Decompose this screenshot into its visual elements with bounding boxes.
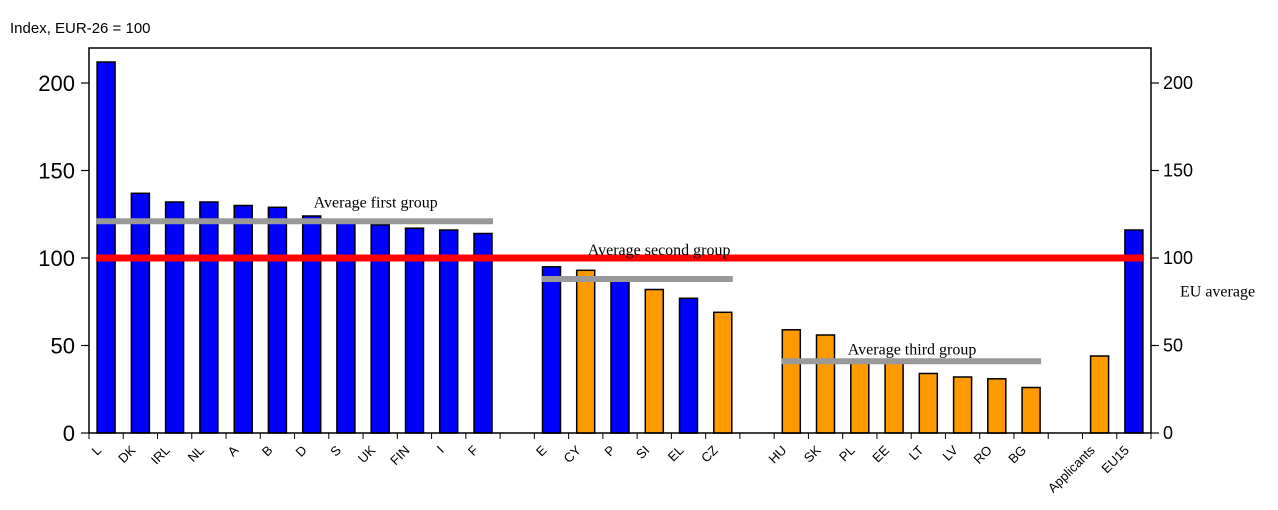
left-ytick-label: 150	[38, 159, 75, 184]
bar-lv	[952, 376, 973, 434]
xtick-label-d: D	[293, 443, 310, 460]
bar-lt	[918, 372, 939, 434]
annotations-layer: Average first group Average second group A…	[314, 194, 1255, 358]
bar-cy	[575, 269, 596, 434]
bar-applicants	[1089, 355, 1110, 434]
annotation-average-first-group: Average first group	[314, 194, 438, 211]
xtick-label-f: F	[465, 442, 481, 458]
bar-sk	[815, 334, 836, 434]
bar-si	[644, 288, 665, 434]
xtick-label-el: EL	[665, 443, 687, 465]
xtick-label-lv: LV	[940, 442, 961, 463]
xtick-label-p: P	[601, 443, 618, 460]
bar-d	[301, 215, 322, 434]
right-ytick-label: 150	[1163, 161, 1193, 181]
xtick-label-s: S	[327, 442, 344, 459]
plot-frame	[88, 47, 1152, 434]
bar-dk	[130, 192, 151, 434]
bar-f	[473, 232, 493, 434]
right-ytick-label: 100	[1163, 248, 1193, 268]
xtick-label-a: A	[225, 442, 242, 459]
annotation-average-second-group: Average second group	[588, 242, 731, 259]
xtick-label-e: E	[533, 442, 550, 459]
xtick-label-dk: DK	[115, 442, 139, 466]
xtick-label-ee: EE	[869, 442, 892, 465]
bar-hu	[781, 329, 802, 434]
bar-a	[233, 204, 253, 434]
xtick-label-lt: LT	[906, 442, 927, 463]
xtick-label-i: I	[434, 443, 447, 456]
left-ytick-label: 100	[38, 246, 75, 271]
xtick-label-cy: CY	[560, 442, 584, 466]
right-ytick-label: 0	[1163, 423, 1173, 443]
bar-nl	[199, 201, 219, 434]
xtick-label-eu15: EU15	[1098, 443, 1132, 477]
bar-b	[267, 206, 288, 434]
xtick-label-ro: RO	[971, 443, 995, 467]
xtick-label-uk: UK	[355, 442, 379, 466]
xtick-label-irl: IRL	[148, 443, 173, 468]
bar-p	[610, 280, 630, 434]
bar-ro	[987, 378, 1007, 434]
xtick-label-bg: BG	[1005, 443, 1029, 467]
bar-irl	[164, 201, 185, 434]
right-ytick-label: 200	[1163, 73, 1193, 93]
bar-ee	[884, 362, 904, 434]
annotation-eu-average: EU average	[1180, 284, 1255, 301]
y-axis-unit-label: Index, EUR-26 = 100	[10, 20, 151, 37]
xtick-label-nl: NL	[185, 443, 207, 465]
right-ytick-label: 50	[1163, 336, 1183, 356]
xtick-label-fin: FIN	[387, 443, 412, 468]
xtick-label-b: B	[259, 443, 276, 460]
left-ytick-label: 50	[51, 334, 75, 359]
annotation-average-third-group: Average third group	[848, 341, 977, 358]
bar-e	[541, 266, 562, 434]
bar-cz	[713, 311, 733, 434]
xtick-label-cz: CZ	[698, 442, 721, 465]
bar-l	[96, 61, 116, 434]
xtick-label-sk: SK	[801, 442, 824, 465]
xtick-label-applicants: Applicants	[1045, 442, 1098, 495]
left-ytick-label: 0	[63, 421, 75, 446]
reference-lines-layer	[96, 218, 1144, 365]
xtick-label-pl: PL	[836, 443, 858, 465]
xtick-label-si: SI	[633, 443, 652, 462]
bar-bg	[1021, 386, 1041, 434]
bar-el	[678, 297, 699, 434]
xtick-label-l: L	[89, 443, 105, 459]
bar-pl	[850, 358, 870, 434]
xtick-label-hu: HU	[766, 443, 790, 467]
left-ytick-label: 200	[38, 71, 75, 96]
